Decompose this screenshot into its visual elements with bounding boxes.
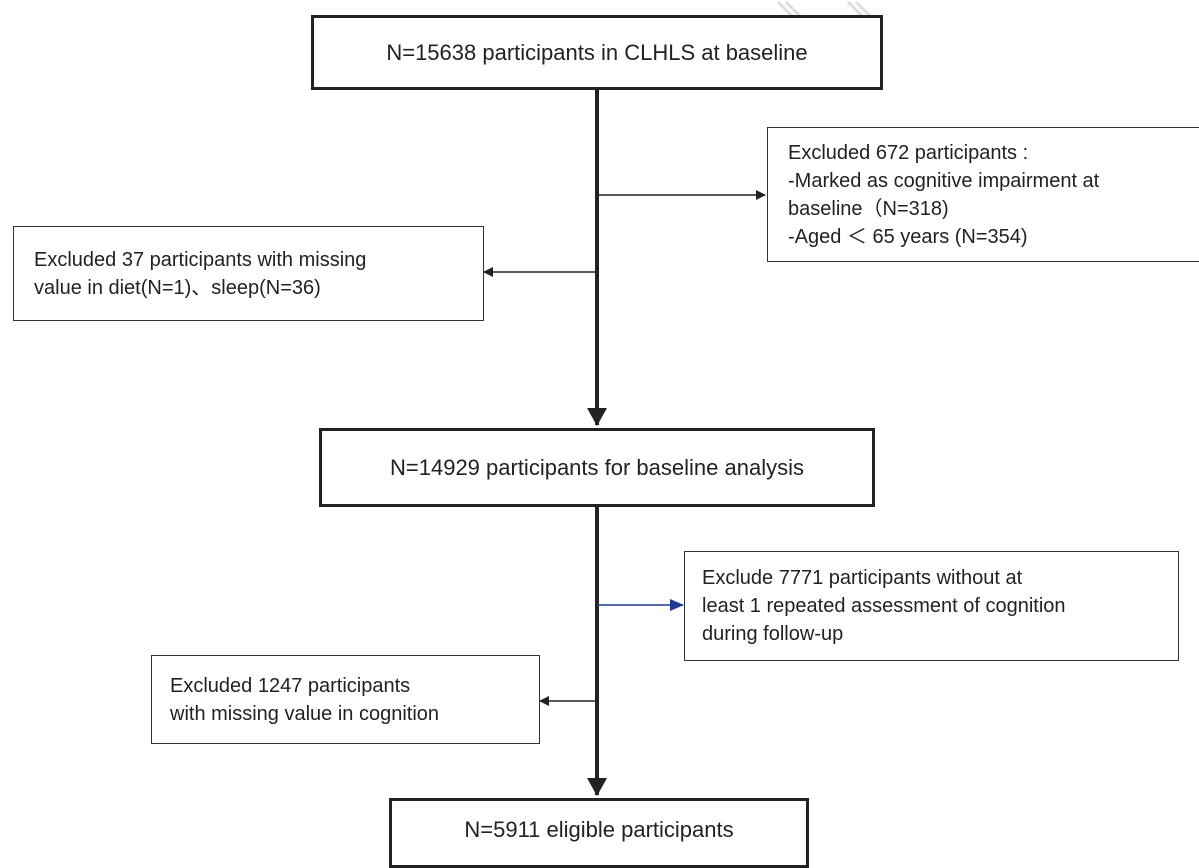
excluded-672-line-3: baseline（N=318) xyxy=(788,197,949,220)
excluded-1247-line-1: Excluded 1247 participants xyxy=(170,674,411,697)
exclude-7771-line-1: Exclude 7771 participants without at xyxy=(702,567,1023,589)
excluded-672-box: Excluded 672 participants : -Marked as c… xyxy=(767,127,1199,262)
watermark-marks xyxy=(776,0,872,18)
excluded-672-line-2: -Marked as cognitive impairment at xyxy=(788,169,1100,192)
exclude-7771-box: Exclude 7771 participants without at lea… xyxy=(684,551,1179,661)
baseline-analysis-text: N=14929 participants for baseline analys… xyxy=(390,454,804,480)
baseline-box: N=15638 participants in CLHLS at baselin… xyxy=(311,15,883,90)
baseline-text: N=15638 participants in CLHLS at baselin… xyxy=(386,39,808,65)
excluded-1247-box: Excluded 1247 participants with missing … xyxy=(151,655,540,744)
excluded-672-line-4: -Aged ＜ 65 years (N=354) xyxy=(788,225,1028,248)
excluded-672-line-1: Excluded 672 participants : xyxy=(788,141,1029,164)
excluded-37-line-2: value in diet(N=1)、sleep(N=36) xyxy=(34,276,321,299)
eligible-box: N=5911 eligible participants xyxy=(389,798,809,868)
excluded-37-box: Excluded 37 participants with missing va… xyxy=(13,226,484,321)
excluded-37-line-1: Excluded 37 participants with missing xyxy=(34,248,367,271)
excluded-1247-line-2: with missing value in cognition xyxy=(170,702,440,725)
exclude-7771-line-2: least 1 repeated assessment of cognition xyxy=(702,595,1066,617)
exclude-7771-line-3: during follow-up xyxy=(702,623,844,645)
baseline-analysis-box: N=14929 participants for baseline analys… xyxy=(319,428,875,507)
eligible-text: N=5911 eligible participants xyxy=(464,817,734,842)
